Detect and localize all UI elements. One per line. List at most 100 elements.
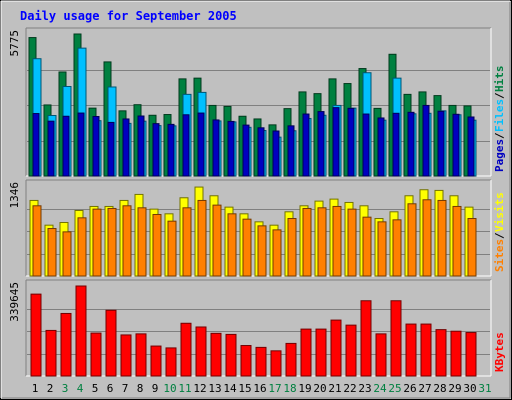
bar-pages-30 [467, 116, 475, 177]
bar-kbytes-23 [360, 300, 372, 377]
bar-pages-26 [407, 111, 415, 177]
bar-pages-22 [347, 107, 355, 177]
y-max-label: 339645 [8, 282, 21, 322]
side-label-separator: / [493, 232, 506, 239]
x-tick-30: 30 [463, 382, 476, 395]
bar-kbytes-10 [165, 347, 177, 377]
x-axis-ticks: 1 2 3 4 5 6 7 8 9 10 11 12 13 14 15 16 17 18 19 20 21 22 23 24 2… [32, 382, 492, 395]
series-kbytes [30, 285, 477, 377]
x-tick-1: 1 [32, 382, 39, 395]
panel-kbytes: 339645 KBytes [8, 279, 506, 377]
bar-sites-26 [407, 203, 417, 277]
bar-sites-3 [62, 231, 72, 277]
bar-pages-15 [242, 124, 250, 177]
x-tick-13: 13 [208, 382, 221, 395]
bar-sites-24 [377, 221, 387, 277]
bar-pages-29 [452, 113, 460, 177]
bar-sites-18 [287, 217, 297, 277]
side-label-separator: / [493, 132, 506, 139]
bar-sites-30 [467, 217, 477, 277]
bar-kbytes-29 [450, 330, 462, 377]
bar-pages-4 [77, 112, 85, 177]
y-max-label: 5775 [8, 30, 21, 57]
bar-kbytes-4 [75, 285, 87, 377]
bar-kbytes-20 [315, 328, 327, 377]
bar-pages-18 [287, 125, 295, 177]
x-tick-14: 14 [223, 382, 237, 395]
bar-pages-16 [257, 127, 265, 177]
x-tick-20: 20 [313, 382, 326, 395]
panel-visits-sites: 1346 Sites/Visits [8, 179, 506, 277]
bar-sites-14 [227, 213, 237, 277]
side-label-visits: Visits [493, 192, 506, 232]
series-pages [32, 104, 475, 177]
x-tick-10: 10 [163, 382, 176, 395]
bar-pages-23 [362, 113, 370, 177]
x-tick-9: 9 [152, 382, 159, 395]
bar-pages-24 [377, 117, 385, 177]
x-tick-31: 31 [478, 382, 491, 395]
bar-pages-11 [182, 114, 190, 177]
side-label-pages: Pages [493, 139, 506, 172]
series-sites [32, 199, 477, 277]
bar-sites-17 [272, 229, 282, 277]
bar-sites-21 [332, 205, 342, 277]
x-tick-2: 2 [47, 382, 54, 395]
side-label-files: Files [493, 99, 506, 132]
bar-sites-11 [182, 207, 192, 277]
side-label-kbytes: KBytes [493, 332, 506, 372]
bar-kbytes-28 [435, 329, 447, 377]
bar-kbytes-30 [465, 332, 477, 377]
bar-kbytes-15 [240, 345, 252, 377]
bar-kbytes-21 [330, 319, 342, 377]
x-tick-29: 29 [448, 382, 461, 395]
bar-kbytes-25 [390, 300, 402, 377]
bar-kbytes-12 [195, 326, 207, 377]
bar-sites-27 [422, 199, 432, 277]
bar-pages-19 [302, 113, 310, 177]
bar-kbytes-17 [270, 350, 282, 377]
bar-sites-1 [32, 205, 42, 277]
bar-pages-17 [272, 130, 280, 177]
bar-sites-25 [392, 219, 402, 277]
bar-pages-1 [32, 113, 40, 177]
bar-sites-13 [212, 204, 222, 277]
chart-title: Daily usage for September 2005 [20, 9, 237, 23]
x-tick-17: 17 [268, 382, 281, 395]
x-tick-26: 26 [403, 382, 416, 395]
bar-sites-29 [452, 205, 462, 277]
x-tick-3: 3 [62, 382, 69, 395]
bar-pages-2 [47, 120, 55, 177]
bar-kbytes-1 [30, 293, 42, 377]
x-tick-19: 19 [298, 382, 311, 395]
bar-sites-2 [47, 228, 57, 277]
bar-kbytes-9 [150, 345, 162, 377]
x-tick-16: 16 [253, 382, 266, 395]
bar-pages-5 [92, 115, 100, 177]
bar-kbytes-7 [120, 334, 132, 377]
x-tick-22: 22 [343, 382, 356, 395]
bar-sites-6 [107, 207, 117, 277]
bar-pages-14 [227, 120, 235, 177]
bar-kbytes-24 [375, 333, 387, 377]
bar-kbytes-27 [420, 323, 432, 377]
bar-pages-10 [167, 123, 175, 177]
bar-kbytes-8 [135, 333, 147, 377]
bar-sites-7 [122, 205, 132, 277]
x-tick-27: 27 [418, 382, 431, 395]
bar-kbytes-22 [345, 324, 357, 377]
bar-kbytes-5 [90, 332, 102, 377]
x-tick-28: 28 [433, 382, 446, 395]
bar-pages-9 [152, 123, 160, 177]
bar-kbytes-16 [255, 346, 267, 377]
bar-pages-3 [62, 115, 70, 177]
bar-sites-4 [77, 217, 87, 277]
side-label-hits: Hits [493, 66, 506, 93]
bar-sites-8 [137, 207, 147, 277]
bar-sites-16 [257, 225, 267, 277]
bar-sites-5 [92, 208, 102, 277]
bar-kbytes-11 [180, 322, 192, 377]
bar-kbytes-14 [225, 333, 237, 377]
